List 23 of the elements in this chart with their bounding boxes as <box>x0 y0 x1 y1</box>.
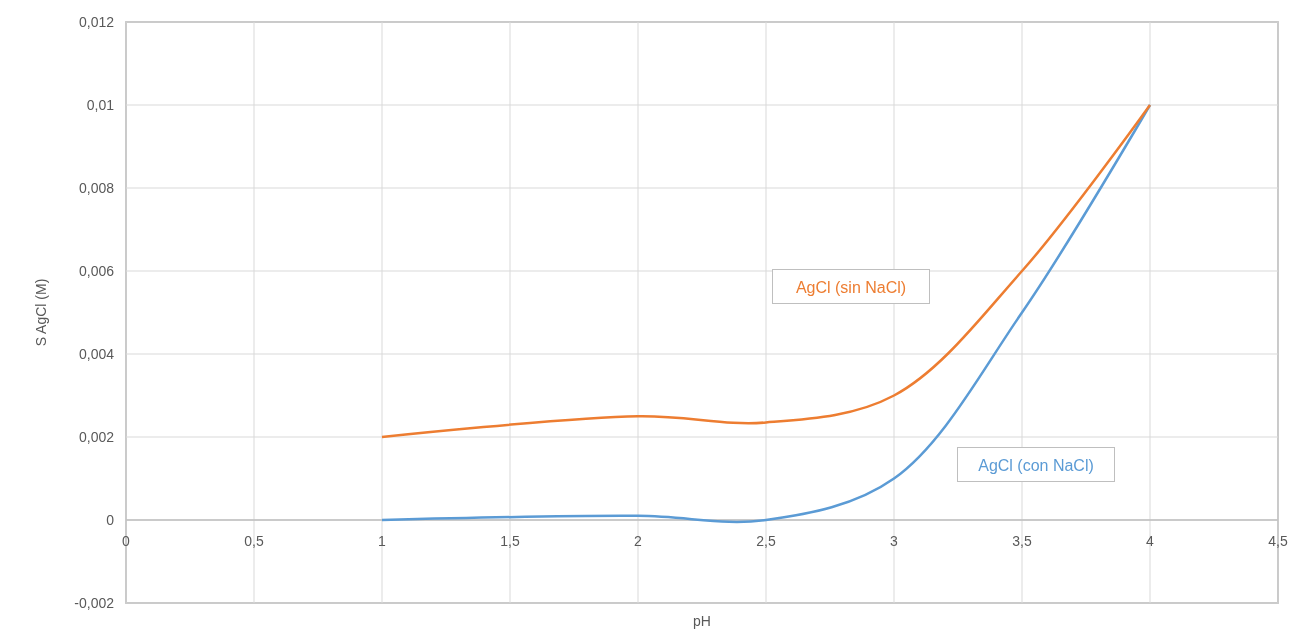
y-tick-label: 0,002 <box>78 429 115 445</box>
x-tick-label: 1,5 <box>500 533 520 549</box>
x-tick-label: 1 <box>378 533 387 549</box>
y-tick-label: 0,01 <box>86 97 115 113</box>
x-tick-label: 3,5 <box>1012 533 1032 549</box>
x-tick-label: 4,5 <box>1268 533 1288 549</box>
y-tick-label: 0,008 <box>78 180 115 196</box>
x-tick-label: 0 <box>122 533 131 549</box>
x-tick-label: 3 <box>890 533 899 549</box>
text: AgCl (con NaCl) <box>978 456 1094 474</box>
line-series <box>380 103 1152 439</box>
x-tick-label: 0,5 <box>244 533 264 549</box>
y-tick-label: 0,006 <box>78 263 115 279</box>
x-tick-label: 2 <box>634 533 643 549</box>
x-tick-label: 4 <box>1146 533 1155 549</box>
text: AgCl (sin NaCl) <box>795 278 907 296</box>
y-tick-label: 0,012 <box>78 14 115 30</box>
y-axis-title: S AgCl (M) <box>33 278 49 347</box>
y-tick-label: 0,004 <box>78 346 115 362</box>
y-tick-label: -0,002 <box>74 595 115 611</box>
x-axis-title: pH <box>693 613 711 629</box>
y-tick-label: 0 <box>106 512 115 528</box>
x-tick-label: 2,5 <box>756 533 776 549</box>
